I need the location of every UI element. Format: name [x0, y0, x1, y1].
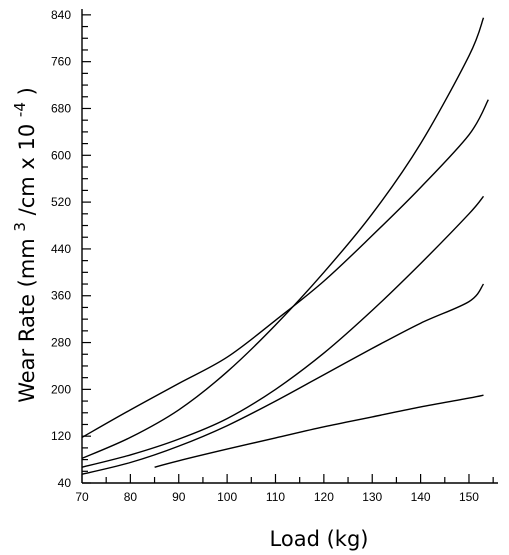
y-tick-label: 840 [51, 8, 71, 22]
x-tick-label: 130 [362, 490, 382, 504]
y-tick-label: 440 [51, 242, 71, 256]
series-line-5 [154, 394, 484, 468]
ticks [81, 14, 494, 484]
series-line-3 [81, 195, 485, 468]
y-axis-title-end: ) [15, 87, 39, 95]
x-tick-label: 110 [266, 490, 285, 504]
y-axis-title: Wear Rate (mm 3 /cm x 10 -4 ) [11, 87, 39, 403]
series-line-2 [81, 17, 485, 460]
y-axis-title-sup2: -4 [11, 102, 29, 117]
y-tick-label: 520 [51, 195, 71, 209]
x-axis-title: Load (kg) [270, 527, 369, 551]
x-tick-label: 150 [459, 490, 479, 504]
y-tick-label: 600 [51, 148, 71, 162]
y-axis-title-base: Wear Rate (mm [15, 232, 39, 403]
tick-labels: 40 120 200 280 360 440 520 600 680 760 840 70 80 90 10… [51, 8, 479, 504]
x-tick-label: 140 [411, 490, 431, 504]
series-lines [81, 17, 489, 475]
series-line-4 [81, 283, 485, 475]
x-tick-label: 120 [314, 490, 334, 504]
y-tick-label: 280 [51, 336, 71, 350]
y-tick-label: 120 [51, 429, 71, 443]
axes [81, 9, 498, 484]
y-axis-title-mid: /cm x 10 [15, 124, 39, 216]
y-tick-label: 760 [51, 55, 71, 69]
x-tick-label: 80 [124, 490, 138, 504]
y-axis-title-sup1: 3 [11, 222, 29, 232]
y-tick-label: 40 [58, 476, 72, 490]
x-tick-label: 100 [217, 490, 237, 504]
x-tick-label: 70 [75, 490, 89, 504]
x-tick-label: 90 [172, 490, 186, 504]
y-tick-label: 200 [51, 382, 71, 396]
y-tick-label: 680 [51, 101, 71, 115]
series-line-1 [81, 99, 489, 439]
y-tick-label: 360 [51, 289, 71, 303]
